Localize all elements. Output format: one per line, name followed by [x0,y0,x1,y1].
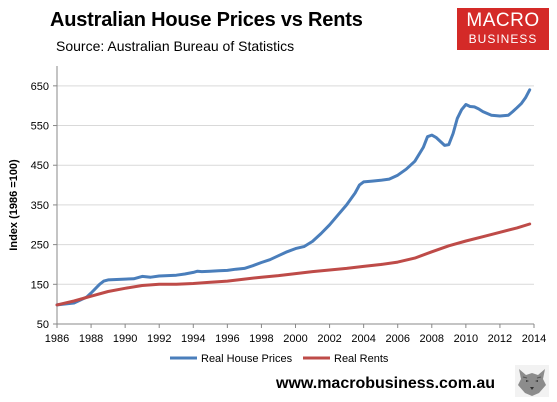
x-tick-label: 1992 [147,333,171,345]
legend-label: Real Rents [334,353,389,365]
y-tick-labels: 50 150 250 350 450 550 650 [31,81,49,331]
x-tick-label: 1986 [45,333,69,345]
x-tick-label: 2012 [488,333,512,345]
legend: Real House Prices Real Rents [170,353,389,365]
website-url: www.macrobusiness.com.au [276,375,496,392]
x-tick-label: 2002 [317,333,341,345]
x-tick-label: 1996 [215,333,239,345]
x-tick-label: 1998 [249,333,273,345]
series-line-rents [55,222,532,307]
x-tick-label: 2006 [385,333,409,345]
x-tick-label: 2014 [522,333,546,345]
y-tick-label: 350 [31,200,49,212]
axes [53,66,535,328]
x-tick-label: 2008 [420,333,444,345]
logo-line-2: BUSINESS [468,32,538,46]
x-tick-label: 1988 [79,333,103,345]
series-line-house-prices [55,88,532,307]
legend-label: Real House Prices [201,353,293,365]
y-axis-label: Index (1986 =100) [8,159,20,251]
x-tick-label: 2010 [454,333,478,345]
wolf-icon [515,365,549,397]
y-tick-label: 550 [31,121,49,133]
chart-title: Australian House Prices vs Rents [50,9,363,31]
x-tick-label: 1994 [181,333,205,345]
macrobusiness-logo: MACRO BUSINESS [457,8,549,50]
x-tick-label: 2004 [351,333,375,345]
y-tick-label: 450 [31,160,49,172]
y-tick-label: 50 [37,319,49,331]
chart-subtitle: Source: Australian Bureau of Statistics [56,38,295,54]
x-tick-label: 1990 [113,333,137,345]
y-tick-label: 250 [31,240,49,252]
x-tick-labels: 1986 1988 1990 1992 1994 1996 1998 2000 2002 2004… [45,333,546,345]
logo-line-1: MACRO [466,10,540,31]
y-tick-label: 650 [31,81,49,93]
series-lines [55,88,532,307]
y-tick-label: 150 [31,279,49,291]
x-tick-label: 2000 [283,333,307,345]
grid-lines [57,85,534,285]
